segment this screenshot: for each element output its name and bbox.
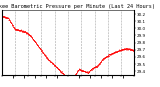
Title: Milwaukee Barometric Pressure per Minute (Last 24 Hours): Milwaukee Barometric Pressure per Minute… <box>0 4 156 9</box>
